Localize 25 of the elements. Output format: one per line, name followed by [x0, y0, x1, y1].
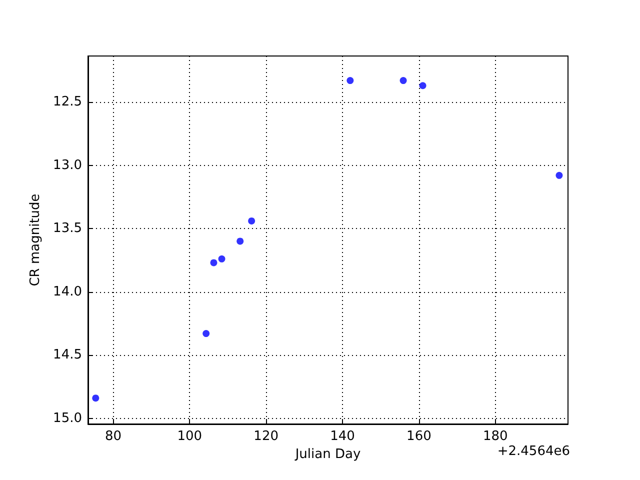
point [210, 259, 218, 266]
x-tick-label: 120 [254, 429, 279, 444]
point [92, 394, 100, 402]
x-tick-label: 80 [104, 429, 122, 444]
x-tick-label: 140 [330, 429, 355, 444]
y-tick-label: 12.5 [53, 94, 82, 110]
y-tick-label: 13.0 [53, 158, 82, 173]
point [218, 255, 226, 262]
y-tick-label: 15.0 [53, 410, 82, 426]
point [202, 330, 210, 338]
y-tick-label: 13.5 [53, 221, 82, 236]
point [248, 217, 256, 224]
x-axis-title: Julian Day [294, 446, 361, 462]
y-tick-label: 14.5 [53, 348, 82, 363]
y-tick-label: 14.0 [53, 284, 82, 300]
x-tick-label: 100 [177, 429, 202, 444]
point [346, 77, 354, 84]
x-tick-label: 160 [406, 429, 432, 444]
point [419, 82, 426, 90]
point [556, 172, 563, 179]
x-tick-label: 180 [482, 429, 508, 444]
y-axis-title: CR magnitude [28, 194, 44, 286]
point [400, 77, 407, 84]
text: +2.4564e6 [497, 444, 570, 459]
point [236, 238, 244, 245]
